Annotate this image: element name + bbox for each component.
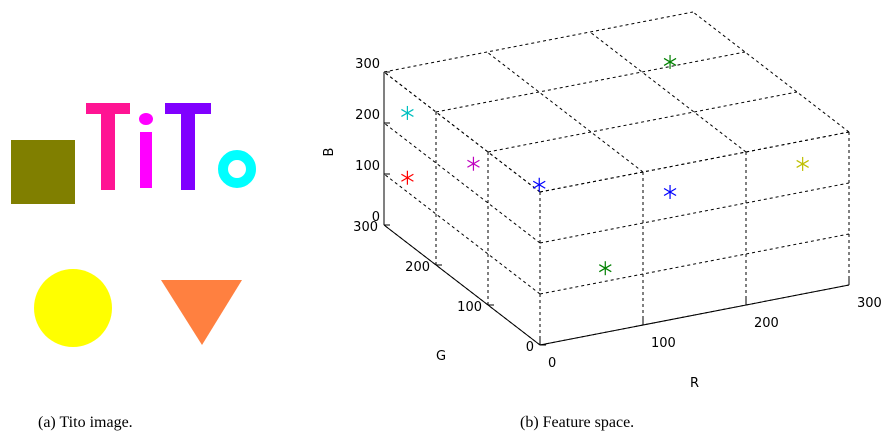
x-tick-label: 300	[857, 296, 882, 311]
caption-a: (a) Tito image.	[38, 414, 133, 431]
grid-line	[539, 233, 850, 295]
x-tick-label: 100	[651, 336, 676, 351]
grid-line	[383, 71, 541, 193]
y-tick-label: 300	[353, 220, 378, 235]
letter-o	[218, 150, 256, 188]
z-tick-label: 300	[355, 57, 380, 72]
letter-i-dot	[139, 113, 153, 125]
y-tick-label: 0	[526, 340, 534, 355]
x-tick-label: 200	[754, 316, 779, 331]
grid-line	[383, 122, 541, 244]
asterisk-stroke	[532, 180, 546, 189]
caption-b: (b) Feature space.	[520, 414, 634, 431]
grid-line	[383, 173, 541, 295]
letter-i-stem	[140, 132, 152, 188]
y-tick-label: 200	[405, 260, 430, 275]
point	[796, 156, 809, 171]
y-axis-label: G	[436, 349, 446, 364]
point	[532, 177, 546, 192]
letter-t-stem	[101, 103, 115, 190]
grid-line	[589, 31, 747, 153]
grid-line	[435, 51, 746, 113]
asterisk-stroke	[598, 264, 612, 273]
asterisk-stroke	[663, 57, 677, 66]
asterisk-stroke	[663, 187, 677, 197]
grid-line	[487, 91, 798, 153]
grid-line	[692, 11, 850, 133]
letter-t-stem	[181, 103, 195, 190]
z-axis-label: B	[322, 148, 337, 157]
grid-line	[486, 51, 644, 173]
point	[663, 54, 677, 69]
grid-line	[539, 131, 850, 193]
x-axis-line	[539, 284, 850, 346]
asterisk-stroke	[401, 173, 414, 182]
tito-image	[11, 103, 256, 347]
x-tick-label: 0	[548, 356, 556, 371]
asterisk-stroke	[467, 159, 480, 168]
z-tick-label: 200	[355, 108, 380, 123]
z-tick-label: 0	[372, 210, 380, 225]
point	[467, 156, 480, 171]
asterisk-stroke	[796, 159, 809, 168]
point	[598, 261, 612, 276]
x-axis-label: R	[690, 376, 699, 391]
point	[401, 105, 414, 120]
square	[11, 140, 75, 204]
point	[401, 170, 414, 185]
z-tick-label: 100	[355, 159, 380, 174]
y-axis-line	[383, 224, 541, 346]
y-tick-label: 100	[457, 300, 482, 315]
circle	[34, 269, 112, 347]
triangle	[161, 280, 242, 345]
asterisk-stroke	[401, 108, 414, 117]
grid-line	[539, 182, 850, 244]
grid-line	[383, 11, 694, 73]
point	[663, 185, 677, 199]
